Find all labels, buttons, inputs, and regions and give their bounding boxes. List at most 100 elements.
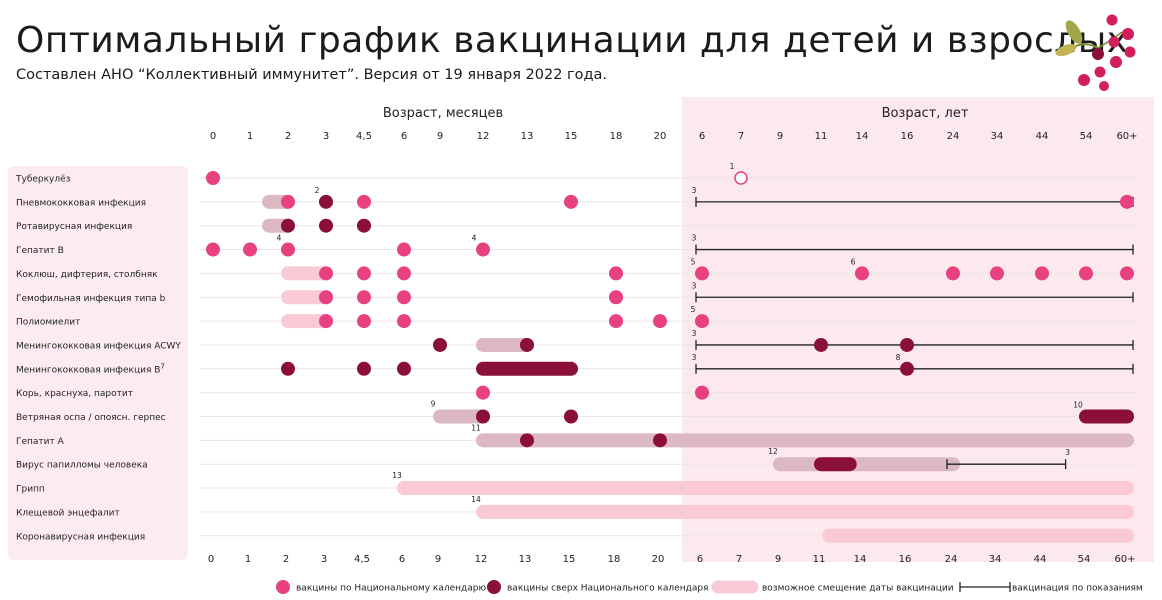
tick-label-top: 4,5	[356, 131, 372, 142]
extra-vaccine-dot	[397, 361, 411, 376]
tick-label-bottom: 60+	[1114, 554, 1135, 565]
national-vaccine-dot	[946, 266, 960, 281]
row-label: Коклюш, дифтерия, столбняк	[16, 270, 158, 280]
tick-label-top: 60+	[1116, 131, 1137, 142]
row-label: Менингококковая инфекция В7	[16, 362, 165, 375]
tick-label-bottom: 7	[736, 554, 742, 565]
footnote-mark: 3	[692, 186, 697, 195]
extra-vaccine-dot	[900, 361, 914, 376]
tick-label-bottom: 11	[813, 554, 826, 565]
footnote-mark: 4	[472, 234, 477, 243]
tick-label-top: 16	[901, 131, 914, 142]
national-vaccine-dot	[397, 314, 411, 329]
extra-vaccine-dot	[281, 218, 295, 233]
national-vaccine-dot	[476, 385, 490, 400]
extra-vaccine-dot	[357, 218, 371, 233]
tick-label-top: 44	[1036, 131, 1049, 142]
optional-vaccine-dot	[734, 171, 748, 185]
berry-logo-icon	[1055, 14, 1136, 91]
tick-label-top: 54	[1080, 131, 1093, 142]
footnote-mark: 3	[692, 234, 697, 243]
national-vaccine-dot	[397, 242, 411, 257]
row-label: Гемофильная инфекция типа b	[16, 294, 166, 304]
extra-vaccine-dot	[520, 337, 534, 352]
tick-label-bottom: 16	[899, 554, 912, 565]
tick-label-bottom: 14	[854, 554, 867, 565]
row-label: Клещевой энцефалит	[16, 508, 120, 518]
row-label: Коронавирусная инфекция	[16, 532, 145, 542]
footnote-mark: 13	[392, 471, 402, 480]
footnote-mark: 5	[691, 257, 696, 266]
footnote-mark: 5	[691, 305, 696, 314]
tick-label-bottom: 9	[775, 554, 781, 565]
extra-vaccine-dot	[520, 433, 534, 448]
national-vaccine-dot	[357, 194, 371, 209]
tick-label-top: 11	[815, 131, 828, 142]
national-vaccine-dot	[357, 266, 371, 281]
extra-vaccine-dot	[319, 218, 333, 233]
national-vaccine-dot	[1035, 266, 1049, 281]
tick-label-bottom: 2	[283, 554, 289, 565]
national-vaccine-dot	[397, 290, 411, 305]
row-label: Полиомиелит	[16, 318, 80, 328]
national-vaccine-dot	[609, 290, 623, 305]
tick-label-top: 7	[738, 131, 744, 142]
footnote-mark: 3	[692, 281, 697, 290]
extra-vaccine-dot	[814, 337, 828, 352]
national-vaccine-dot	[653, 314, 667, 329]
extra-vaccine-dot	[476, 409, 490, 424]
tick-label-bottom: 13	[519, 554, 532, 565]
footnote-mark: 1	[730, 162, 735, 171]
national-vaccine-dot	[695, 314, 709, 329]
national-vaccine-dot	[319, 266, 333, 281]
page-subtitle: Составлен АНО “Коллективный иммунитет”. …	[16, 67, 608, 83]
tick-label-top: 12	[477, 131, 490, 142]
tick-label-top: 2	[285, 131, 291, 142]
tick-label-bottom: 1	[245, 554, 251, 565]
tick-label-top: 20	[654, 131, 667, 142]
legend-label: вакцины сверх Национального календаря	[507, 584, 708, 594]
footnote-mark: 3	[692, 329, 697, 338]
tick-label-top: 9	[777, 131, 783, 142]
footnote-mark: 12	[768, 447, 778, 456]
national-vaccine-dot	[1079, 266, 1093, 281]
tick-label-top: 6	[401, 131, 407, 142]
footnote-mark: 3	[692, 353, 697, 362]
extra-vaccine-dot	[433, 337, 447, 352]
tick-label-bottom: 4,5	[354, 554, 370, 565]
tick-label-bottom: 6	[399, 554, 405, 565]
row-label: Пневмококковая инфекция	[16, 198, 146, 208]
tick-label-top: 3	[323, 131, 329, 142]
row-labels-background	[8, 166, 188, 560]
legend-label: вакцины по Национальному календарю	[296, 584, 486, 594]
national-vaccine-dot	[1120, 194, 1134, 209]
national-vaccine-dot	[990, 266, 1004, 281]
footnote-mark: 8	[896, 353, 901, 362]
national-vaccine-dot	[357, 290, 371, 305]
national-vaccine-dot	[206, 171, 220, 185]
footnote-mark: 2	[315, 186, 320, 195]
footnote-mark: 14	[471, 495, 481, 504]
national-vaccine-dot	[1120, 266, 1134, 281]
footnote-mark: 6	[851, 257, 856, 266]
row-label: Гепатит А	[16, 437, 65, 447]
footnote-mark: 10	[1073, 401, 1083, 410]
national-vaccine-dot	[476, 242, 490, 257]
tick-label-bottom: 3	[321, 554, 327, 565]
national-vaccine-dot	[281, 194, 295, 209]
legend-label: вакцинация по показаниям	[1012, 584, 1143, 594]
row-label-footnote: 7	[160, 362, 164, 370]
extra-vaccine-dot	[900, 337, 914, 352]
axis-years-label: Возраст, лет	[882, 106, 969, 121]
extra-vaccine-dot	[319, 194, 333, 209]
tick-label-bottom: 54	[1078, 554, 1091, 565]
axis-months-label: Возраст, месяцев	[383, 106, 503, 121]
tick-label-top: 9	[437, 131, 443, 142]
extra-vaccine-dot	[357, 361, 371, 376]
tick-label-top: 18	[610, 131, 623, 142]
tick-label-bottom: 12	[475, 554, 488, 565]
extra-vaccine-dot	[653, 433, 667, 448]
national-vaccine-dot	[281, 242, 295, 257]
national-vaccine-dot	[397, 266, 411, 281]
